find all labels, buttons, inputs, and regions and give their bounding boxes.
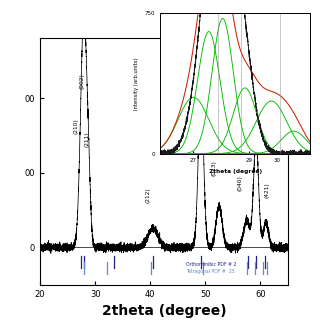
Text: (210): (210) [73, 118, 78, 134]
X-axis label: 2theta (degree): 2theta (degree) [209, 169, 262, 174]
Text: Orthorhmibic PDF # 2: Orthorhmibic PDF # 2 [186, 262, 236, 268]
Text: Tetragonal PDF #  25: Tetragonal PDF # 25 [186, 269, 235, 274]
Text: (040): (040) [237, 175, 242, 191]
Text: (421): (421) [265, 182, 269, 198]
Text: (212): (212) [146, 187, 150, 203]
Text: (211): (211) [85, 132, 90, 148]
Text: (002): (002) [80, 73, 85, 89]
Text: (023): (023) [212, 160, 217, 176]
X-axis label: 2theta (degree): 2theta (degree) [102, 304, 226, 318]
Y-axis label: Intensity (arb.units): Intensity (arb.units) [134, 57, 139, 109]
Text: (402): (402) [252, 97, 257, 113]
Text: (230): (230) [192, 115, 197, 131]
